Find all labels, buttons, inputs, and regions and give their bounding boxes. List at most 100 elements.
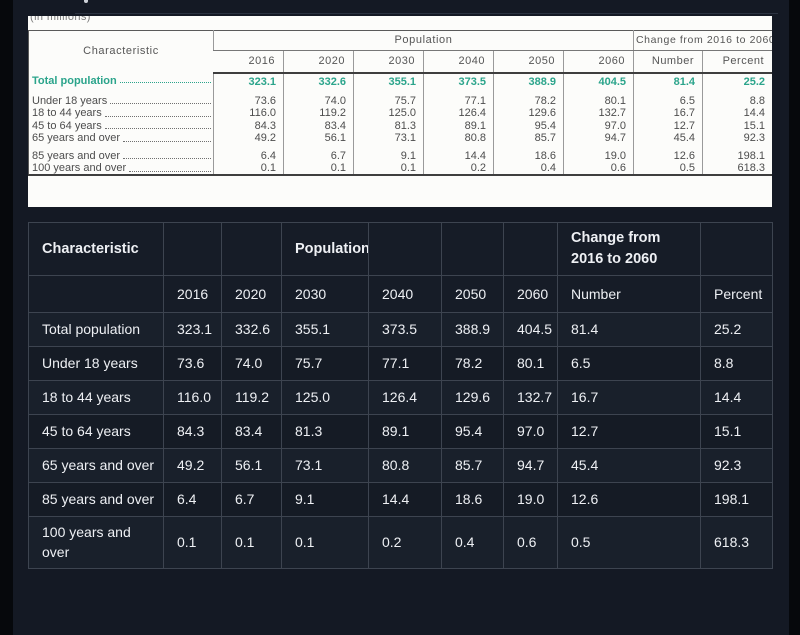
value-cell: 0.1 — [163, 516, 222, 569]
dark-header-group-row: Characteristic Population Change from 20… — [28, 221, 773, 277]
value-cell: 618.3 — [701, 162, 772, 176]
value-cell: 89.1 — [368, 414, 442, 450]
value-cell: 355.1 — [353, 72, 424, 90]
table-caption: (in millions) — [30, 16, 91, 23]
value-cell: 19.0 — [563, 149, 634, 162]
value-cell: 6.7 — [221, 482, 282, 518]
value-cell: 16.7 — [557, 380, 701, 416]
value-cell: 14.4 — [701, 107, 772, 120]
value-cell: 78.2 — [493, 94, 564, 107]
column-header-characteristic: Characteristic — [83, 45, 159, 58]
value-cell: 0.2 — [368, 516, 442, 569]
row-label-cell: Under 18 years — [28, 346, 164, 382]
table-row: 45 to 64 years 84.3 83.4 81.3 89.1 95.4 97.0 12… — [29, 119, 772, 132]
value-cell: 25.2 — [701, 72, 772, 90]
source-header-year-row: 2016 2020 2030 2040 2050 2060 Number Per… — [29, 50, 772, 74]
value-cell: 323.1 — [163, 312, 222, 348]
row-label-cell: 100 years and over — [29, 162, 214, 175]
value-cell: 198.1 — [700, 482, 773, 518]
value-cell: 77.1 — [423, 94, 494, 107]
value-cell: 388.9 — [493, 72, 564, 90]
value-cell: 49.2 — [213, 132, 284, 145]
value-cell: 56.1 — [283, 132, 354, 145]
value-cell: 119.2 — [283, 107, 354, 120]
value-cell: 16.7 — [633, 107, 703, 120]
value-cell: 18.6 — [493, 149, 564, 162]
row-label-cell: 45 to 64 years — [28, 414, 164, 450]
dark-table-body: Total population 323.1 332.6 355.1 373.5 388.… — [28, 312, 773, 569]
column-header-2016: 2016 — [213, 50, 284, 74]
value-cell: 81.4 — [557, 312, 701, 348]
value-cell: 80.8 — [423, 132, 494, 145]
value-cell: 129.6 — [441, 380, 504, 416]
row-label-cell: Total population — [29, 73, 214, 90]
value-cell: 0.6 — [563, 162, 634, 176]
table-row: 18 to 44 years 116.0 119.2 125.0 126.4 129.6 1… — [29, 107, 772, 120]
group-gap-row — [29, 144, 772, 150]
value-cell: 6.5 — [633, 94, 703, 107]
value-cell: 80.1 — [563, 94, 634, 107]
table-row: Under 18 years 73.6 74.0 75.7 77.1 78.2 80.1 6.… — [28, 346, 773, 382]
value-cell: 355.1 — [281, 312, 369, 348]
value-cell: 198.1 — [701, 149, 772, 162]
column-header-2020: 2020 — [221, 275, 282, 314]
table-row: 45 to 64 years 84.3 83.4 81.3 89.1 95.4 97.0 12… — [28, 414, 773, 450]
source-table-body: Total population 323.1 332.6 355.1 373.5 388.… — [29, 72, 772, 176]
value-cell: 84.3 — [163, 414, 222, 450]
column-group-population: Population — [281, 221, 369, 277]
table-row: Total population 323.1 332.6 355.1 373.5 388.… — [28, 312, 773, 348]
row-label-cell: 85 years and over — [28, 482, 164, 518]
table-row: 65 years and over 49.2 56.1 73.1 80.8 85.7 94.… — [28, 448, 773, 484]
value-cell: 0.5 — [557, 516, 701, 569]
dark-header-year-row: 2016 2020 2030 2040 2050 2060 Number Per… — [28, 275, 773, 314]
value-cell: 9.1 — [281, 482, 369, 518]
value-cell: 18.6 — [441, 482, 504, 518]
value-cell: 12.6 — [633, 149, 703, 162]
value-cell: 9.1 — [353, 149, 424, 162]
value-cell: 83.4 — [283, 119, 354, 132]
value-cell: 0.1 — [221, 516, 282, 569]
value-cell: 332.6 — [283, 72, 354, 90]
dotted-leader — [129, 170, 211, 172]
value-cell: 84.3 — [213, 119, 284, 132]
value-cell: 83.4 — [221, 414, 282, 450]
source-table: Characteristic Population Change from 20… — [28, 30, 772, 177]
source-header-group-row: Characteristic Population Change from 20… — [29, 30, 772, 57]
value-cell: 97.0 — [563, 119, 634, 132]
value-cell: 92.3 — [700, 448, 773, 484]
value-cell: 388.9 — [441, 312, 504, 348]
value-cell: 0.1 — [353, 162, 424, 176]
value-cell: 81.3 — [281, 414, 369, 450]
column-header-2030: 2030 — [353, 50, 424, 74]
value-cell: 25.2 — [700, 312, 773, 348]
row-label-cell: Under 18 years — [29, 95, 214, 108]
value-cell: 125.0 — [281, 380, 369, 416]
value-cell: 126.4 — [368, 380, 442, 416]
value-cell: 74.0 — [283, 94, 354, 107]
value-cell: 12.7 — [633, 119, 703, 132]
column-group-population: Population — [213, 30, 634, 51]
table-row: 65 years and over 49.2 56.1 73.1 80.8 85.7 94.… — [29, 132, 772, 145]
row-label-cell: 65 years and over — [29, 132, 214, 145]
column-header-2030: 2030 — [281, 275, 369, 314]
value-cell: 56.1 — [221, 448, 282, 484]
value-cell: 75.7 — [353, 94, 424, 107]
table-row: 100 years and over 0.1 0.1 0.1 0.2 0.4 0.6 0.5 6… — [29, 162, 772, 176]
value-cell: 73.1 — [353, 132, 424, 145]
column-header-percent: Percent — [700, 275, 773, 314]
value-cell: 129.6 — [493, 107, 564, 120]
column-header-2060: 2060 — [503, 275, 558, 314]
dotted-leader — [104, 128, 211, 130]
top-divider — [75, 13, 778, 14]
value-cell: 85.7 — [441, 448, 504, 484]
table-row: 85 years and over 6.4 6.7 9.1 14.4 18.6 19.0 12… — [29, 149, 772, 162]
value-cell: 373.5 — [423, 72, 494, 90]
value-cell: 132.7 — [503, 380, 558, 416]
value-cell: 80.1 — [503, 346, 558, 382]
value-cell: 85.7 — [493, 132, 564, 145]
column-header-2060: 2060 — [563, 50, 634, 74]
column-header-2050: 2050 — [493, 50, 564, 74]
row-label-cell: 18 to 44 years — [29, 107, 214, 120]
column-header-2020: 2020 — [283, 50, 354, 74]
value-cell: 14.4 — [368, 482, 442, 518]
